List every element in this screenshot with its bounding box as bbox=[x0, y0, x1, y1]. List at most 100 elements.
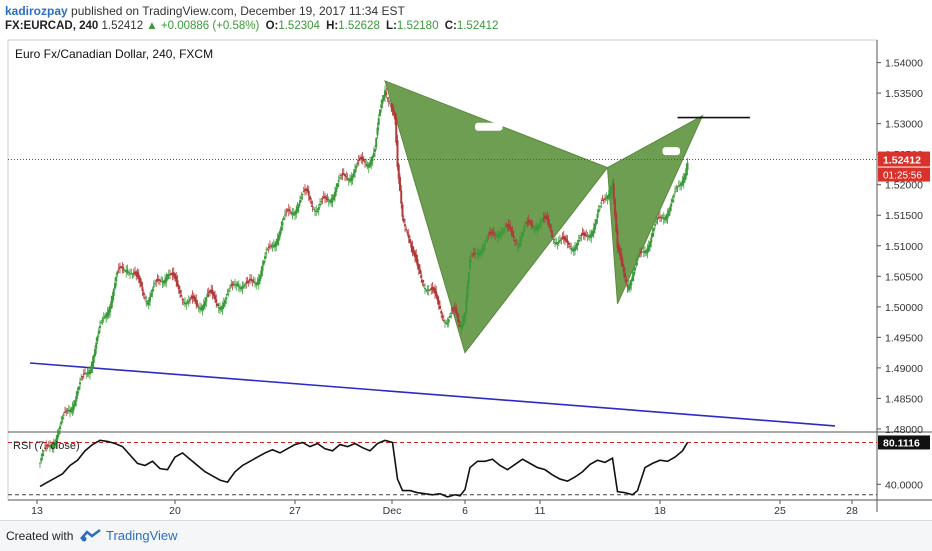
candle-body bbox=[449, 315, 451, 318]
candle-body bbox=[554, 242, 556, 244]
candle-body bbox=[389, 103, 391, 105]
candle-body bbox=[634, 267, 636, 271]
candle-body bbox=[669, 207, 671, 212]
candle-body bbox=[91, 361, 94, 369]
candle-body bbox=[245, 282, 248, 284]
candle-body bbox=[256, 281, 259, 286]
candle-body bbox=[601, 200, 604, 202]
candle-body bbox=[516, 245, 519, 247]
candle-body bbox=[96, 336, 99, 342]
candle-body bbox=[501, 231, 504, 234]
candle-body bbox=[156, 279, 159, 281]
candle-body bbox=[59, 426, 61, 430]
candle-body bbox=[439, 305, 441, 310]
candle-body bbox=[626, 285, 629, 288]
candle-body bbox=[367, 164, 370, 168]
candle-body bbox=[60, 421, 63, 425]
candle-body bbox=[184, 302, 186, 305]
candle-body bbox=[247, 280, 250, 282]
candle-body bbox=[472, 252, 475, 254]
candle-body bbox=[144, 297, 146, 299]
candle-body bbox=[577, 240, 580, 242]
candle-body bbox=[452, 307, 455, 310]
candle-body bbox=[162, 280, 165, 284]
candle-body bbox=[486, 237, 489, 239]
candle-body bbox=[334, 191, 336, 197]
candle-body bbox=[90, 366, 93, 373]
last-price-tag bbox=[878, 151, 930, 167]
candle-body bbox=[239, 287, 241, 289]
candle-body bbox=[167, 274, 170, 276]
candle-body bbox=[512, 235, 515, 239]
candle-body bbox=[147, 300, 150, 306]
candle-body bbox=[657, 216, 660, 218]
candle-body bbox=[362, 158, 365, 162]
candle-body bbox=[535, 227, 538, 231]
candle-body bbox=[215, 299, 218, 303]
candle-body bbox=[316, 210, 319, 212]
candle-body bbox=[595, 219, 598, 225]
candle-body bbox=[236, 283, 239, 287]
candle-body bbox=[130, 273, 133, 275]
candle-body bbox=[299, 200, 301, 204]
candle-body bbox=[107, 309, 110, 316]
candle-body bbox=[272, 244, 275, 248]
candle-body bbox=[44, 447, 46, 449]
candle-body bbox=[337, 180, 340, 182]
candle-body bbox=[411, 246, 414, 253]
candle-body bbox=[605, 197, 608, 200]
time-tick-label: 11 bbox=[535, 505, 546, 517]
candle-body bbox=[396, 140, 399, 168]
price-tick-label: 1.50500 bbox=[885, 271, 923, 283]
candle-body bbox=[510, 227, 513, 232]
candle-body bbox=[506, 224, 509, 227]
author-link[interactable]: kadirozpay bbox=[5, 4, 68, 18]
candle-body bbox=[269, 245, 271, 247]
candle-body bbox=[455, 308, 458, 314]
price-tick-label: 1.51000 bbox=[885, 241, 923, 253]
candle-body bbox=[581, 233, 584, 235]
candle-body bbox=[384, 90, 386, 97]
candle-body bbox=[119, 266, 121, 269]
candle-body bbox=[495, 235, 498, 237]
candle-body bbox=[111, 295, 114, 303]
candle-body bbox=[46, 444, 49, 446]
candle-body bbox=[434, 288, 436, 294]
candle-body bbox=[529, 220, 531, 224]
candle-body bbox=[257, 278, 260, 285]
candle-body bbox=[614, 199, 616, 216]
candle-body bbox=[329, 200, 331, 203]
candle-body bbox=[226, 294, 229, 296]
ohlc-line: FX:EURCAD, 240 1.52412 ▲ +0.00886 (+0.58… bbox=[5, 20, 498, 32]
candle-body bbox=[629, 283, 631, 289]
high-value: 1.52628 bbox=[338, 20, 380, 32]
candle-body bbox=[244, 284, 246, 286]
candle-body bbox=[124, 269, 126, 271]
candle-body bbox=[114, 282, 116, 289]
candle-body bbox=[120, 266, 123, 268]
candle-body bbox=[544, 215, 546, 219]
candle-body bbox=[459, 324, 461, 327]
candle-body bbox=[421, 280, 424, 283]
candle-body bbox=[352, 172, 355, 177]
candle-body bbox=[405, 229, 408, 231]
candle-body bbox=[636, 258, 639, 261]
candle-body bbox=[310, 201, 313, 204]
candle-body bbox=[182, 301, 185, 303]
tradingview-link[interactable]: TradingView bbox=[106, 528, 178, 543]
candle-body bbox=[132, 272, 135, 274]
candle-body bbox=[122, 268, 125, 270]
time-tick-label: 27 bbox=[289, 505, 301, 517]
candle-body bbox=[197, 307, 200, 309]
candle-body bbox=[161, 281, 164, 283]
candle-body bbox=[672, 195, 675, 198]
candle-body bbox=[471, 253, 474, 255]
candle-body bbox=[89, 370, 91, 375]
candle-body bbox=[361, 157, 364, 160]
candle-body bbox=[195, 299, 198, 304]
candle-body bbox=[321, 198, 324, 200]
candle-body bbox=[322, 196, 325, 199]
candle-body bbox=[567, 243, 570, 245]
candle-body bbox=[654, 224, 656, 227]
